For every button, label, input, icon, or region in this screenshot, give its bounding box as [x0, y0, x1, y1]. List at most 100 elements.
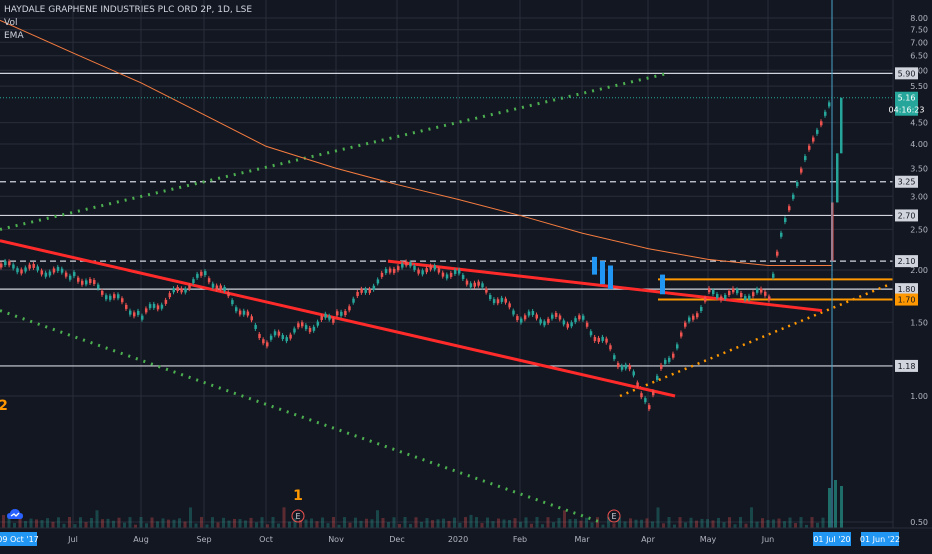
- volume-bar: [453, 517, 456, 528]
- candle-body: [16, 268, 19, 273]
- candle-body: [609, 345, 612, 350]
- volume-bar: [134, 524, 137, 528]
- volume-bar: [772, 519, 775, 528]
- candle-body: [356, 291, 359, 296]
- volume-bar: [293, 518, 297, 528]
- volume-bar: [7, 517, 11, 528]
- volume-bar: [387, 522, 390, 528]
- price-tick-label: 5.50: [910, 82, 928, 91]
- candle-body: [620, 365, 624, 370]
- level-price-label: 1.80: [898, 285, 916, 294]
- volume-bar: [431, 520, 434, 528]
- volume-bar: [95, 510, 99, 528]
- candle-body: [566, 323, 569, 328]
- candle-body: [421, 270, 424, 275]
- volume-bar: [156, 521, 159, 528]
- candle-body: [473, 282, 476, 287]
- red-trendline-upper: [387, 259, 823, 313]
- price-axis: 8.00 7.50 7.00 6.50 6.00 5.50 4.50 4.00 3.50 3.00…: [889, 0, 932, 550]
- candle-body: [246, 311, 250, 316]
- price-tick-label: 7.00: [910, 38, 928, 47]
- volume-bar: [728, 517, 731, 528]
- candle-body: [68, 275, 72, 280]
- candle-body: [812, 137, 815, 142]
- time-tick-label: Mar: [574, 535, 590, 544]
- candle-body: [712, 290, 715, 295]
- candle-body: [77, 277, 80, 282]
- volume-bar: [557, 517, 561, 528]
- candle-body: [164, 299, 168, 304]
- candle-body: [156, 305, 160, 310]
- candle-body: [828, 102, 831, 107]
- candle-body: [97, 284, 100, 289]
- time-tick-label: Nov: [328, 535, 344, 544]
- candle-body: [405, 261, 408, 266]
- candle-body: [308, 327, 312, 332]
- candle-body: [445, 274, 449, 279]
- candle-body: [485, 288, 488, 293]
- candle-body: [352, 298, 355, 303]
- volume-bar: [497, 518, 500, 528]
- candle-body: [764, 291, 767, 296]
- level-price-label: 3.25: [898, 178, 916, 187]
- candle-body: [728, 291, 731, 296]
- candle-body: [376, 279, 380, 284]
- time-tick-label: 01 Jun '22: [860, 535, 900, 544]
- price-tick-label: 4.50: [910, 119, 928, 128]
- candle-body: [409, 262, 412, 267]
- volume-bar: [117, 517, 121, 528]
- candle-body: [20, 269, 23, 274]
- candle-body: [401, 263, 404, 268]
- volume-bar: [524, 517, 528, 528]
- candle-body: [613, 355, 616, 360]
- volume-bar: [447, 520, 451, 528]
- candle-body: [24, 267, 27, 272]
- candle-body: [574, 318, 577, 323]
- volume-bar: [469, 514, 473, 528]
- volume-bar: [464, 517, 467, 528]
- candle-body: [716, 294, 719, 299]
- candle-body: [417, 269, 420, 274]
- volume-bar: [678, 517, 682, 528]
- time-badge: [813, 532, 851, 546]
- candle-body: [320, 315, 323, 320]
- volume-bar: [656, 507, 660, 528]
- volume-bar: [150, 517, 154, 528]
- highlight-block: [592, 256, 597, 275]
- volume-bar: [667, 517, 671, 528]
- candle-body: [543, 321, 546, 326]
- price-tick-label: 3.50: [910, 164, 928, 173]
- candle-body: [840, 97, 843, 154]
- candle-body: [105, 295, 108, 300]
- symbol-title: HAYDALE GRAPHENE INDUSTRIES PLC ORD 2P, …: [4, 5, 253, 15]
- volume-bar: [365, 518, 368, 528]
- candle-body: [696, 313, 699, 318]
- candle-body: [384, 269, 388, 274]
- candle-body: [176, 287, 179, 292]
- volume-bar: [563, 510, 566, 528]
- candle-body: [121, 298, 124, 303]
- volume-bar: [722, 522, 726, 528]
- level-price-badge: [895, 255, 918, 268]
- candle-body: [836, 153, 839, 203]
- level-price-badge: [895, 67, 918, 80]
- candle-body: [258, 333, 261, 338]
- volume-bar: [579, 520, 583, 528]
- candle-body: [281, 335, 285, 340]
- time-tick-label: Oct: [259, 535, 273, 544]
- price-tick-label: 3.00: [910, 192, 928, 201]
- price-tick-label: 8.00: [910, 14, 928, 23]
- cloud-logo-icon[interactable]: [6, 506, 24, 522]
- candle-body: [44, 272, 48, 277]
- last-price-badge: [895, 91, 918, 116]
- volume-bar: [491, 521, 495, 528]
- volume-bar: [403, 517, 407, 528]
- volume-bar: [337, 524, 341, 528]
- volume-bar: [62, 523, 66, 528]
- candle-body: [266, 342, 269, 347]
- candle-body: [433, 265, 437, 270]
- time-tick-label: Jul: [67, 535, 78, 544]
- candle-body: [304, 325, 308, 330]
